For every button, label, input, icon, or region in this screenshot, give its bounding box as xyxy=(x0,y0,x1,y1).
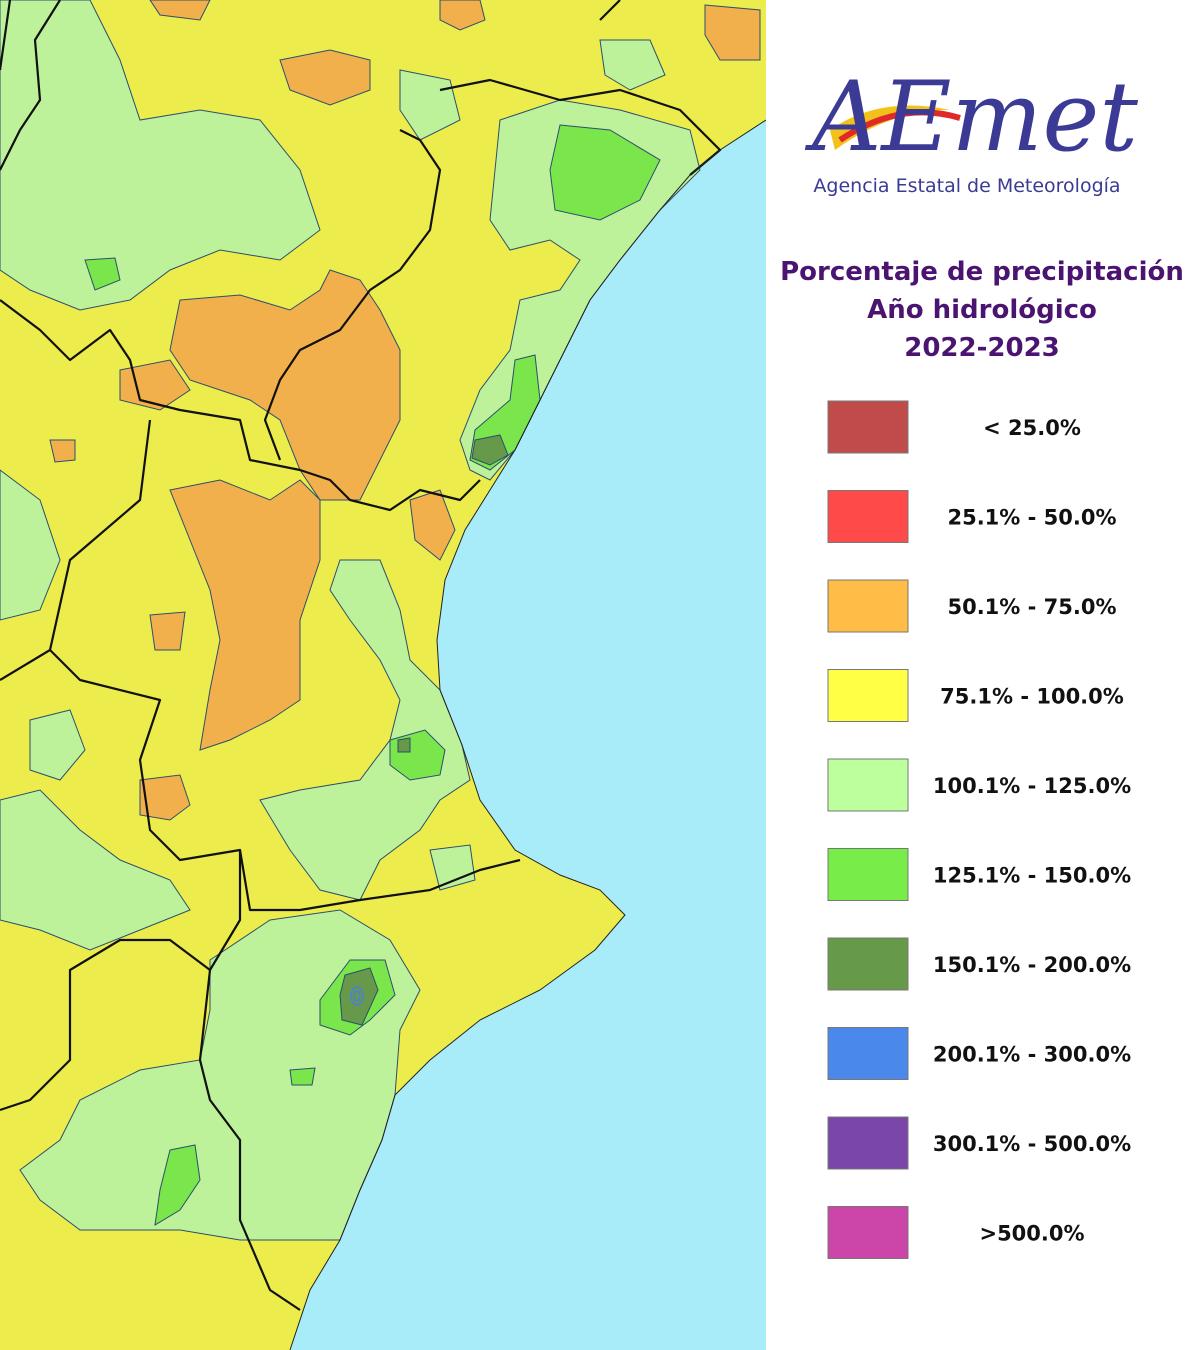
borders xyxy=(0,0,722,1311)
legend-swatch xyxy=(827,579,909,633)
title-line: Año hidrológico xyxy=(867,295,1097,325)
legend-label: < 25.0% xyxy=(983,416,1081,440)
logo-swoosh xyxy=(830,105,950,150)
legend-swatch xyxy=(827,1027,909,1080)
legend: < 25.0% 25.1% - 50.0% 50.1% - 75.0% 75.1% -… xyxy=(827,400,1131,1259)
map xyxy=(0,0,767,1350)
zone-150-200 xyxy=(339,434,509,1026)
legend-label: 25.1% - 50.0% xyxy=(947,506,1116,530)
legend-title: Porcentaje de precipitación Año hidrológi… xyxy=(780,257,1184,363)
legend-swatch xyxy=(827,669,909,722)
legend-swatch xyxy=(827,1206,909,1259)
title-line: 2022-2023 xyxy=(904,333,1060,363)
legend-swatch xyxy=(827,848,909,901)
legend-label: 150.1% - 200.0% xyxy=(933,953,1131,977)
legend-swatch xyxy=(827,490,909,543)
legend-label: 50.1% - 75.0% xyxy=(947,595,1116,619)
legend-label: 125.1% - 150.0% xyxy=(933,864,1131,888)
logo-agency: Agencia Estatal de Meteorología xyxy=(813,175,1120,197)
legend-swatch xyxy=(827,1116,909,1170)
zone-200-300 xyxy=(350,986,364,1006)
coastline xyxy=(289,119,767,1350)
legend-label: 200.1% - 300.0% xyxy=(933,1043,1131,1067)
legend-label: 300.1% - 500.0% xyxy=(933,1132,1131,1156)
legend-label: 100.1% - 125.0% xyxy=(933,774,1131,798)
zone-100-125 xyxy=(0,0,701,1241)
logo-swoosh-red xyxy=(838,109,961,143)
legend-swatch xyxy=(827,758,909,812)
logo-name: AEmet xyxy=(804,61,1138,173)
title-line: Porcentaje de precipitación xyxy=(780,257,1184,287)
legend-swatch xyxy=(827,400,909,454)
legend-label: >500.0% xyxy=(979,1222,1084,1246)
legend-swatch xyxy=(827,937,909,991)
legend-label: 75.1% - 100.0% xyxy=(940,685,1124,709)
logo: AEmet Agencia Estatal de Meteorología xyxy=(804,61,1138,197)
